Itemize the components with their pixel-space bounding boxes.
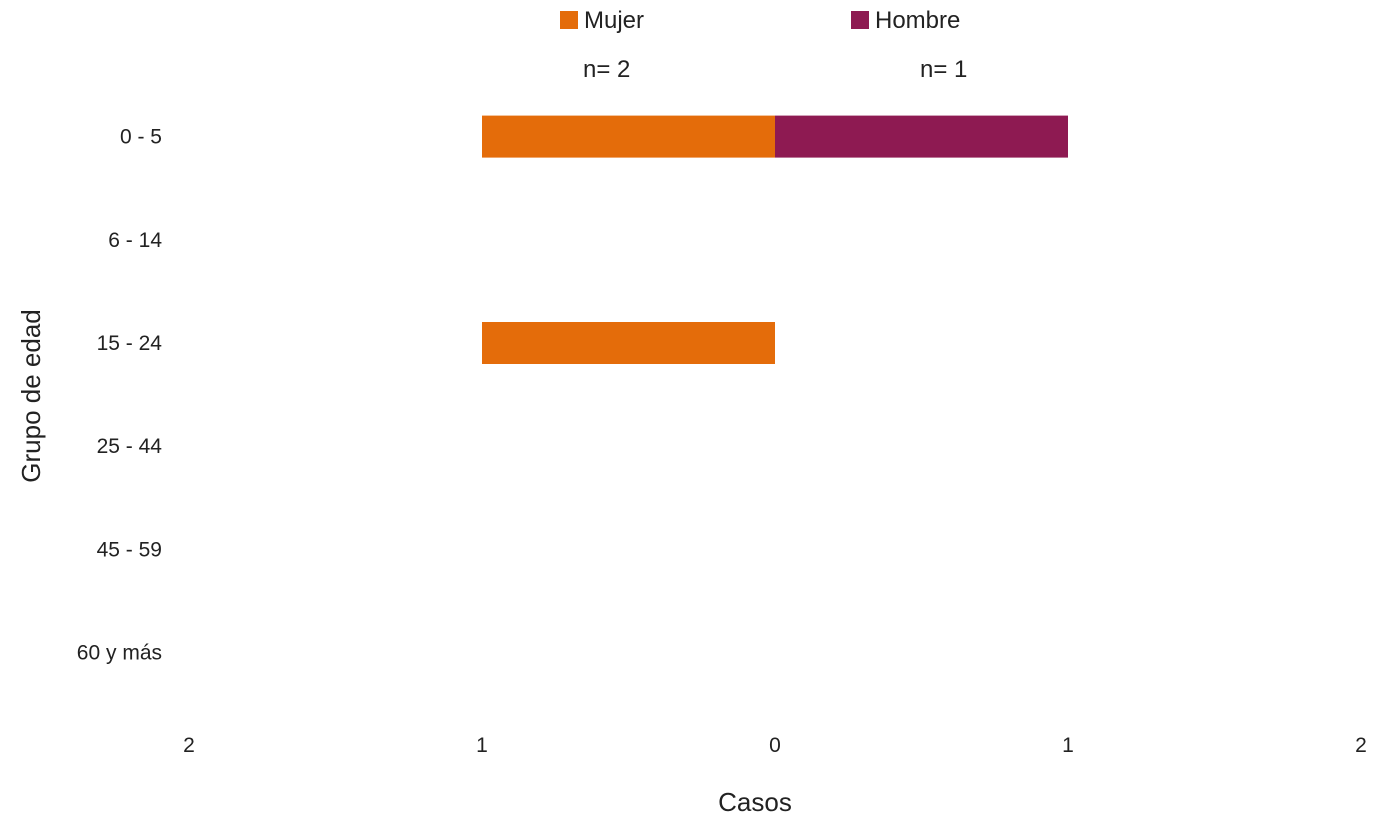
x-axis-title: Casos xyxy=(718,787,792,817)
y-tick-label: 15 - 24 xyxy=(97,332,163,355)
bar-mujer-2 xyxy=(482,322,775,364)
legend-n-mujer: n= 2 xyxy=(583,56,630,83)
y-tick-label: 60 y más xyxy=(77,642,162,665)
legend: Mujer n= 2 Hombre n= 1 xyxy=(560,7,967,83)
legend-label-hombre: Hombre xyxy=(875,7,960,34)
x-tick-label: 1 xyxy=(1062,734,1074,757)
x-tick-label: 1 xyxy=(476,734,488,757)
y-axis-title: Grupo de edad xyxy=(16,309,46,482)
x-axis-tick-labels: 2 1 0 1 2 xyxy=(183,734,1367,757)
bars xyxy=(482,115,1068,364)
legend-swatch-hombre xyxy=(851,11,869,29)
legend-swatch-mujer xyxy=(560,11,578,29)
x-tick-label: 0 xyxy=(769,734,781,757)
legend-label-mujer: Mujer xyxy=(584,7,644,34)
y-tick-label: 6 - 14 xyxy=(108,229,162,252)
x-tick-label: 2 xyxy=(1355,734,1367,757)
x-tick-label: 2 xyxy=(183,734,195,757)
y-tick-label: 0 - 5 xyxy=(120,126,162,149)
bar-hombre-0 xyxy=(775,115,1068,158)
y-tick-label: 45 - 59 xyxy=(97,538,162,561)
bar-mujer-0 xyxy=(482,115,775,158)
y-axis-tick-labels: 0 - 5 6 - 14 15 - 24 25 - 44 45 - 59 60 y más xyxy=(77,126,163,665)
legend-n-hombre: n= 1 xyxy=(920,56,967,83)
y-tick-label: 25 - 44 xyxy=(97,435,163,458)
